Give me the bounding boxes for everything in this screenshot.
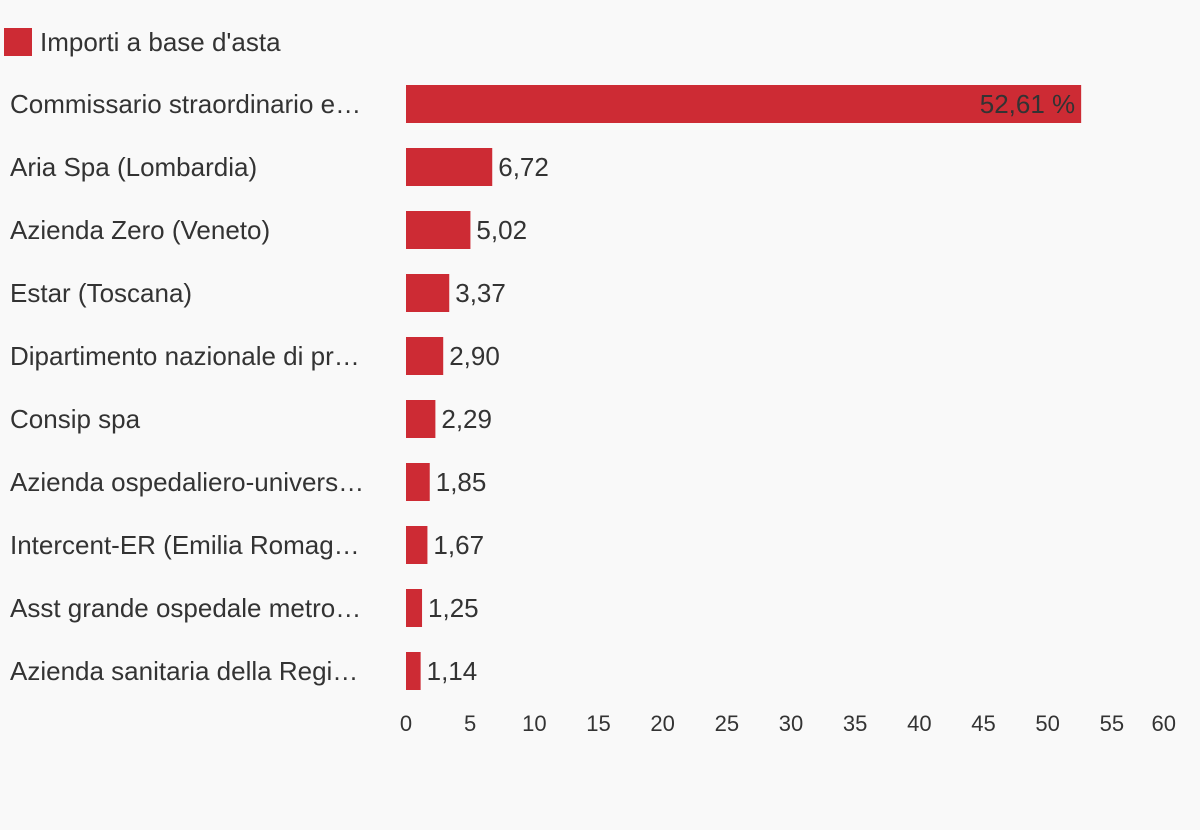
data-label: 2,29 <box>441 404 492 434</box>
category-label: Azienda Zero (Veneto) <box>10 215 270 245</box>
bar[interactable] <box>406 463 430 501</box>
x-tick-label: 5 <box>464 711 476 736</box>
x-axis-ticks: 0 5 10 15 20 25 30 35 40 45 50 55 60 <box>400 711 1176 736</box>
bars <box>406 85 1082 690</box>
category-label: Aria Spa (Lombardia) <box>10 152 257 182</box>
category-label: Asst grande ospedale metro… <box>10 593 361 623</box>
category-label: Consip spa <box>10 404 141 434</box>
data-label: 3,37 <box>455 278 506 308</box>
x-tick-label: 50 <box>1035 711 1059 736</box>
data-label: 5,02 <box>476 215 527 245</box>
data-label: 1,67 <box>433 530 484 560</box>
x-tick-label: 20 <box>650 711 674 736</box>
bar[interactable] <box>406 211 471 249</box>
data-label: 1,14 <box>427 656 478 686</box>
x-tick-label: 55 <box>1100 711 1124 736</box>
x-tick-label: 25 <box>715 711 739 736</box>
category-label: Azienda sanitaria della Regi… <box>10 656 358 686</box>
x-tick-label: 40 <box>907 711 931 736</box>
bar[interactable] <box>406 400 436 438</box>
category-label: Azienda ospedaliero-univers… <box>10 467 364 497</box>
legend-swatch <box>4 28 32 56</box>
category-label: Intercent-ER (Emilia Romag… <box>10 530 360 560</box>
x-tick-label: 30 <box>779 711 803 736</box>
legend-label: Importi a base d'asta <box>40 26 281 57</box>
bar[interactable] <box>406 274 450 312</box>
bar[interactable] <box>406 589 423 627</box>
x-tick-label: 0 <box>400 711 412 736</box>
x-tick-label: 60 <box>1152 711 1176 736</box>
value-labels: 52,61 % 6,72 5,02 3,37 2,90 2,29 1,85 1,67 1,25 1… <box>427 89 1076 686</box>
data-label: 1,25 <box>428 593 479 623</box>
data-label: 6,72 <box>498 152 549 182</box>
bar[interactable] <box>406 652 421 690</box>
bar[interactable] <box>406 526 428 564</box>
x-tick-label: 10 <box>522 711 546 736</box>
bar[interactable] <box>406 85 1082 123</box>
legend: Importi a base d'asta <box>4 24 281 60</box>
x-tick-label: 45 <box>971 711 995 736</box>
data-label: 2,90 <box>449 341 500 371</box>
data-label: 1,85 <box>436 467 487 497</box>
category-labels: Commissario straordinario e… Aria Spa (Lo… <box>10 89 364 686</box>
bar[interactable] <box>406 337 444 375</box>
category-label: Dipartimento nazionale di pr… <box>10 341 360 371</box>
data-label: 52,61 % <box>980 89 1075 119</box>
x-tick-label: 35 <box>843 711 867 736</box>
category-label: Estar (Toscana) <box>10 278 192 308</box>
bar[interactable] <box>406 148 493 186</box>
category-label: Commissario straordinario e… <box>10 89 361 119</box>
x-tick-label: 15 <box>586 711 610 736</box>
